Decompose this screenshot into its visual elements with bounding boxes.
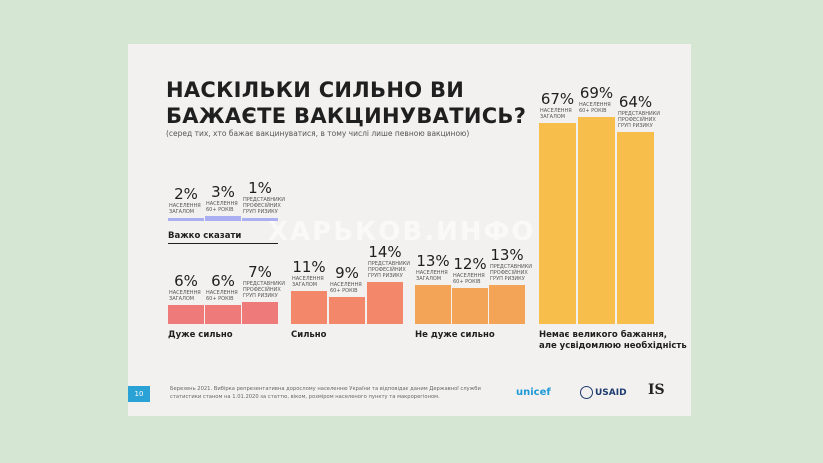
slide-card: НАСКІЛЬКИ СИЛЬНО ВИ БАЖАЄТЕ ВАКЦИНУВАТИС… [128,44,691,416]
series-label-line: ПРОФЕСІЙНИХ [243,203,281,209]
series-label-line: ГРУП РИЗИКУ [618,123,653,129]
series-label-line: ПРЕДСТАВНИКИ [618,111,661,117]
value-label-3-1: 12% [453,255,487,273]
bar-2-2 [367,282,403,324]
footer-note: Березень 2021. Вибірка репрезентативна д… [170,386,481,400]
series-label-line: 60+ РОКІВ [579,108,607,114]
series-label-line: НАСЕЛЕННЯ [169,202,201,209]
value-label-2-2: 14% [368,243,402,261]
series-label-line: 60+ РОКІВ [453,279,481,285]
group-label2-4: але усвідомлюю необхідність [539,341,687,351]
value-label-2-0: 11% [292,258,326,276]
value-label-0-0: 2% [174,184,198,203]
series-label-line: ЗАГАЛОМ [292,282,318,288]
value-label-1-2: 7% [248,262,272,281]
bar-3-1 [452,288,488,324]
series-label-line: 60+ РОКІВ [206,207,234,214]
bar-0-1 [205,216,241,221]
series-label-line: ПРОФЕСІЙНИХ [618,117,656,123]
watermark: ХАРЬКОВ.ИНФО [268,217,536,247]
usaid-seal-icon [580,386,593,399]
series-label-4-0: НАСЕЛЕННЯ ЗАГАЛОМ [540,108,583,120]
group-underline-0 [168,243,278,244]
series-label-4-1: НАСЕЛЕННЯ 60+ РОКІВ [579,102,622,114]
value-label-0-1: 3% [211,183,235,202]
value-label-4-0: 67% [540,90,575,108]
value-label-3-0: 13% [416,252,450,270]
series-label-line: ПРОФЕСІЙНИХ [243,286,281,293]
series-label-1-2: ПРЕДСТАВНИКИ ПРОФЕСІЙНИХ ГРУП РИЗИКУ [243,281,285,299]
bar-0-2 [242,218,278,221]
series-label-0-1: НАСЕЛЕННЯ 60+ РОКІВ [206,201,248,213]
series-label-3-0: НАСЕЛЕННЯ ЗАГАЛОМ [416,270,458,282]
series-label-line: ГРУП РИЗИКУ [490,276,525,282]
bar-3-2 [489,285,525,324]
series-label-line: ПРЕДСТАВНИКИ [243,197,286,203]
group-label-2: Сильно [291,330,327,340]
series-label-line: ГРУП РИЗИКУ [243,209,278,215]
chart-title-line1: НАСКІЛЬКИ СИЛЬНО ВИ [166,78,465,102]
series-label-line: ГРУП РИЗИКУ [368,273,403,279]
bar-4-1 [578,117,615,324]
value-label-2-1: 9% [335,264,359,282]
bar-2-0 [291,291,327,324]
value-label-3-2: 13% [490,246,524,264]
usaid-logo: USAID [580,386,627,399]
series-label-line: 60+ РОКІВ [206,295,234,302]
series-label-line: ГРУП РИЗИКУ [243,292,278,299]
series-label-1-1: НАСЕЛЕННЯ 60+ РОКІВ [206,290,248,302]
series-label-line: ПРОФЕСІЙНИХ [490,270,528,276]
series-label-line: ПРОФЕСІЙНИХ [368,267,406,273]
chart-subtitle: (серед тих, хто бажає вакцинуватися, в т… [166,129,470,138]
value-label-1-1: 6% [211,271,235,290]
bar-3-0 [415,285,451,324]
series-label-3-2: ПРЕДСТАВНИКИ ПРОФЕСІЙНИХ ГРУП РИЗИКУ [490,264,532,282]
group-label-4: Немає великого бажання, [539,330,668,340]
bar-0-0 [168,217,204,221]
series-label-2-1: НАСЕЛЕННЯ 60+ РОКІВ [330,282,372,294]
chart-title-line2: БАЖАЄТЕ ВАКЦИНУВАТИСЬ? [166,104,527,128]
bar-4-0 [539,123,576,324]
series-label-line: ЗАГАЛОМ [169,208,195,215]
series-label-line: НАСЕЛЕННЯ [330,282,362,288]
series-label-line: ПРЕДСТАВНИКИ [368,261,411,267]
series-label-line: НАСЕЛЕННЯ [453,273,485,279]
series-label-line: НАСЕЛЕННЯ [169,289,201,296]
series-label-2-0: НАСЕЛЕННЯ ЗАГАЛОМ [292,276,334,288]
series-label-line: НАСЕЛЕННЯ [416,270,448,276]
series-label-line: НАСЕЛЕННЯ [540,108,572,114]
series-label-0-2: ПРЕДСТАВНИКИ ПРОФЕСІЙНИХ ГРУП РИЗИКУ [243,197,285,215]
value-label-0-2: 1% [248,179,272,197]
series-label-line: ЗАГАЛОМ [540,114,566,120]
bar-1-2 [242,301,278,324]
bar-2-1 [329,297,365,324]
series-label-3-1: НАСЕЛЕННЯ 60+ РОКІВ [453,273,495,285]
series-label-line: ПРЕДСТАВНИКИ [243,280,286,287]
series-label-1-0: НАСЕЛЕННЯ ЗАГАЛОМ [169,290,211,302]
group-label-3: Не дуже сильно [415,330,495,340]
bar-1-1 [205,304,241,324]
series-label-line: НАСЕЛЕННЯ [206,289,238,296]
series-label-line: ЗАГАЛОМ [416,276,442,282]
series-label-line: ЗАГАЛОМ [169,295,195,302]
value-label-1-0: 6% [174,271,198,290]
series-label-line: НАСЕЛЕННЯ [292,276,324,282]
group-label-1: Дуже сильно [168,330,233,340]
series-label-2-2: ПРЕДСТАВНИКИ ПРОФЕСІЙНИХ ГРУП РИЗИКУ [368,261,410,279]
series-label-line: 60+ РОКІВ [330,288,358,294]
series-label-4-2: ПРЕДСТАВНИКИ ПРОФЕСІЙНИХ ГРУП РИЗИКУ [618,111,661,129]
series-label-line: ПРЕДСТАВНИКИ [490,264,533,270]
unicef-logo: unicef [516,387,551,398]
bar-4-2 [617,132,654,324]
series-label-line: НАСЕЛЕННЯ [579,102,611,108]
is-logo: IS [648,382,665,398]
bar-1-0 [168,304,204,324]
group-label-0: Важко сказати [168,231,242,241]
value-label-4-2: 64% [618,93,653,111]
page-number: 10 [128,386,150,402]
series-label-0-0: НАСЕЛЕННЯ ЗАГАЛОМ [169,203,211,215]
value-label-4-1: 69% [579,84,614,102]
series-label-line: НАСЕЛЕННЯ [206,201,238,208]
